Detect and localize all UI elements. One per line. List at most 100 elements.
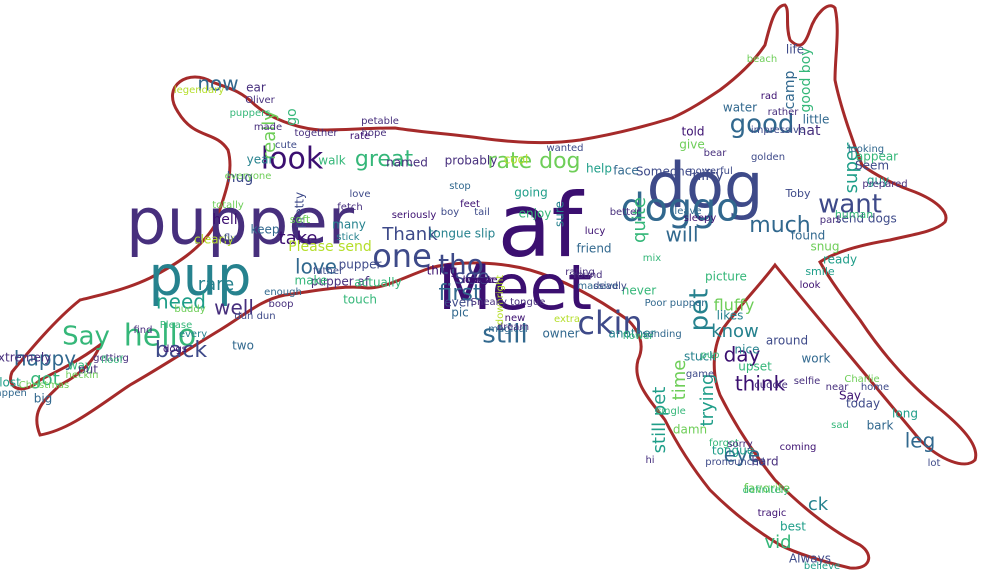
word-cloud-word: ready bbox=[823, 253, 857, 267]
word-cloud-word: really bbox=[259, 110, 280, 160]
word-cloud-word: snug bbox=[810, 240, 839, 254]
word-cloud-word: one bbox=[372, 237, 432, 275]
word-cloud-word: quite bbox=[629, 197, 650, 243]
word-cloud-word: great bbox=[355, 147, 414, 172]
word-cloud-word: Thank bbox=[381, 224, 438, 245]
word-cloud-word: pic bbox=[451, 306, 469, 320]
word-cloud-word: lot bbox=[928, 458, 941, 469]
word-cloud-word: clearly bbox=[194, 233, 234, 247]
word-cloud-word: keep bbox=[251, 223, 280, 237]
word-cloud-word: impressive bbox=[751, 125, 805, 136]
word-cloud-word: give bbox=[679, 138, 704, 152]
word-cloud-word: believe bbox=[804, 561, 840, 572]
word-cloud-word: every bbox=[179, 329, 207, 340]
word-cloud-word: way bbox=[68, 359, 92, 373]
word-cloud-word: know bbox=[711, 321, 759, 342]
word-cloud-word: puppers bbox=[230, 108, 271, 119]
word-cloud-word: leg bbox=[905, 429, 936, 453]
word-cloud-word: deadly bbox=[593, 281, 627, 292]
word-cloud-word: pronounced bbox=[705, 457, 765, 468]
word-cloud-word: everyone bbox=[225, 171, 272, 182]
word-cloud-word: enough bbox=[264, 287, 302, 298]
word-cloud-word: named bbox=[386, 156, 428, 170]
word-cloud-word: tongue bbox=[712, 444, 754, 458]
word-cloud-word: water bbox=[723, 101, 757, 115]
word-cloud-word: told bbox=[682, 125, 705, 139]
word-cloud-word: leave bbox=[674, 206, 701, 217]
word-cloud-word: appear bbox=[856, 150, 898, 164]
word-cloud-word: super bbox=[841, 142, 862, 193]
word-cloud-word: face bbox=[613, 164, 639, 178]
word-cloud-word: still bbox=[482, 320, 527, 350]
word-cloud-word: send dogs bbox=[835, 212, 897, 226]
word-cloud-word: prepared bbox=[862, 179, 907, 190]
word-cloud-word: buddy bbox=[174, 304, 205, 315]
word-cloud-word: rad bbox=[761, 91, 778, 102]
word-cloud-word: beach bbox=[747, 54, 777, 65]
word-cloud-word: will bbox=[665, 223, 698, 247]
word-cloud-word: never bbox=[622, 284, 656, 298]
word-cloud-word: fly bbox=[224, 233, 236, 244]
word-cloud-word: tail bbox=[474, 207, 490, 218]
word-cloud-word: pup bbox=[700, 350, 719, 361]
word-cloud-word: enjoy bbox=[519, 207, 552, 221]
word-cloud-word: hat bbox=[798, 123, 821, 139]
word-cloud-word: rare bbox=[198, 274, 235, 295]
word-cloud-word: actually bbox=[354, 276, 401, 290]
word-cloud-word: Always bbox=[789, 552, 831, 566]
word-cloud-word: pup bbox=[149, 245, 252, 308]
word-cloud-word: downright bbox=[495, 275, 506, 326]
word-cloud-word: dream bbox=[497, 322, 529, 333]
word-cloud-word: Charlie bbox=[844, 374, 879, 385]
word-cloud-word: neat bbox=[469, 275, 492, 286]
word-cloud-word: definitely bbox=[743, 485, 790, 496]
word-cloud-word: lucy bbox=[585, 226, 606, 237]
word-cloud-word: Sneaky tongue bbox=[471, 297, 546, 308]
word-cloud-word: sending bbox=[642, 329, 682, 340]
word-cloud-word: touch bbox=[343, 293, 377, 307]
word-cloud-word: still pet bbox=[649, 387, 670, 454]
word-cloud-word: time bbox=[669, 360, 690, 401]
word-cloud-word: love bbox=[350, 189, 371, 200]
word-cloud-word: pretty bbox=[293, 192, 307, 228]
word-cloud-word: tho bbox=[438, 248, 484, 281]
word-cloud-word: around bbox=[766, 334, 808, 348]
word-cloud-word: likes bbox=[717, 309, 744, 323]
word-cloud-word: totally bbox=[212, 200, 244, 211]
word-cloud-word: cool bbox=[504, 153, 529, 167]
word-cloud-word: rating bbox=[565, 267, 595, 278]
word-cloud-word: walk bbox=[318, 154, 346, 168]
word-cloud-word: lemme bbox=[463, 275, 498, 286]
word-cloud-word: seriously bbox=[392, 210, 437, 221]
word-cloud-word: going bbox=[514, 186, 548, 200]
word-cloud-word: looking bbox=[848, 144, 884, 155]
word-layer: pupper af dog Meet pup doggo hello Say one look go… bbox=[0, 43, 940, 573]
word-cloud-word: pupper bbox=[339, 258, 382, 272]
word-cloud-word: heckin bbox=[66, 370, 99, 381]
word-cloud-word: ck bbox=[808, 494, 829, 515]
word-cloud-word: probably bbox=[445, 154, 498, 168]
word-cloud-word: year bbox=[247, 153, 274, 167]
word-cloud-word: hi bbox=[645, 455, 654, 466]
word-cloud-word: near bbox=[826, 382, 850, 393]
word-cloud-word: sorry bbox=[727, 439, 752, 450]
word-cloud-word: friend bbox=[576, 242, 611, 256]
word-cloud-word: Please bbox=[160, 320, 192, 331]
word-cloud-word: long bbox=[892, 407, 918, 421]
word-cloud-word: eye bbox=[724, 443, 760, 467]
word-cloud-word: Toby bbox=[784, 187, 811, 200]
word-cloud-word: sleepy bbox=[684, 213, 717, 224]
word-cloud-word: stick bbox=[336, 232, 359, 243]
dog-silhouette-outline bbox=[9, 3, 978, 570]
word-cloud-word: dog bbox=[647, 149, 764, 222]
word-cloud-word: favorite bbox=[744, 482, 790, 496]
word-cloud-word: little bbox=[803, 113, 830, 127]
word-cloud-word: found bbox=[791, 229, 825, 243]
word-cloud-word: part bbox=[820, 215, 841, 226]
word-cloud-word: hug bbox=[227, 170, 254, 186]
word-cloud-word: stop bbox=[449, 181, 471, 192]
word-cloud-word: look bbox=[261, 142, 324, 177]
word-cloud-word: need bbox=[156, 290, 206, 314]
word-cloud-word: flower bbox=[623, 331, 655, 342]
